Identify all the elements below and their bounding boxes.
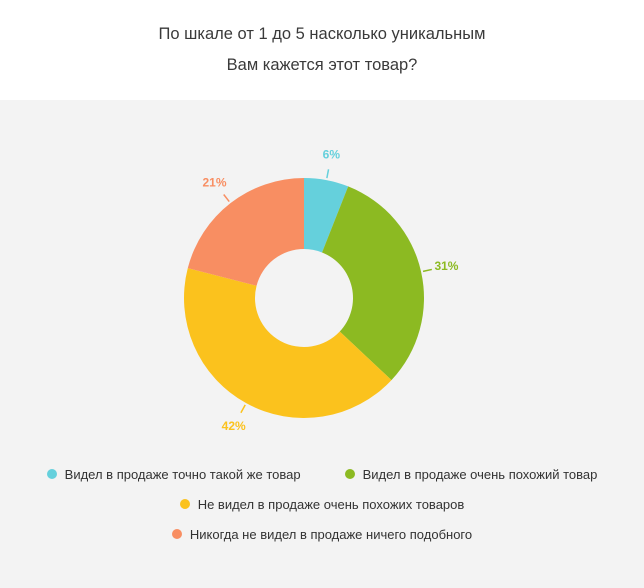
slice-value-label: 6% [323, 148, 341, 162]
slice-leader-line [422, 268, 433, 273]
legend-label: Видел в продаже очень похожий товар [362, 466, 598, 482]
legend-label: Не видел в продаже очень похожих товаров [197, 496, 465, 512]
chart-title-line-1: По шкале от 1 до 5 насколько уникальным [158, 25, 486, 43]
legend-swatch [179, 499, 190, 509]
chart-title-line-2: Вам кажется этот товар? [226, 56, 418, 74]
slice-very-similar [322, 186, 424, 381]
slice-value-label: 31% [434, 259, 458, 273]
slice-value-label: 21% [202, 176, 226, 190]
legend-swatch [46, 469, 57, 479]
slice-no-similar [184, 268, 392, 419]
slice-exact-same [304, 178, 349, 253]
legend-label: Видел в продаже точно такой же товар [64, 466, 301, 482]
legend-label: Никогда не видел в продаже ничего подобн… [189, 526, 473, 542]
chart-legend: Видел в продаже точно такой же товар Вид… [0, 459, 644, 549]
legend-item-never-seen: Никогда не видел в продаже ничего подобн… [171, 526, 473, 542]
legend-item-no-similar: Не видел в продаже очень похожих товаров [179, 496, 465, 512]
slice-never-seen [187, 178, 304, 286]
slice-value-label: 42% [222, 419, 246, 433]
slice-leader-line [223, 194, 230, 203]
donut-chart: 6% 31% 42% 21% [184, 148, 459, 433]
chart-title: По шкале от 1 до 5 насколько уникальным … [0, 0, 644, 100]
legend-swatch [344, 469, 355, 479]
slice-leader-line [326, 169, 330, 179]
slice-leader-line [240, 404, 246, 414]
legend-item-exact-same: Видел в продаже точно такой же товар [46, 466, 301, 482]
legend-swatch [171, 529, 182, 539]
legend-item-very-similar: Видел в продаже очень похожий товар [344, 466, 598, 482]
